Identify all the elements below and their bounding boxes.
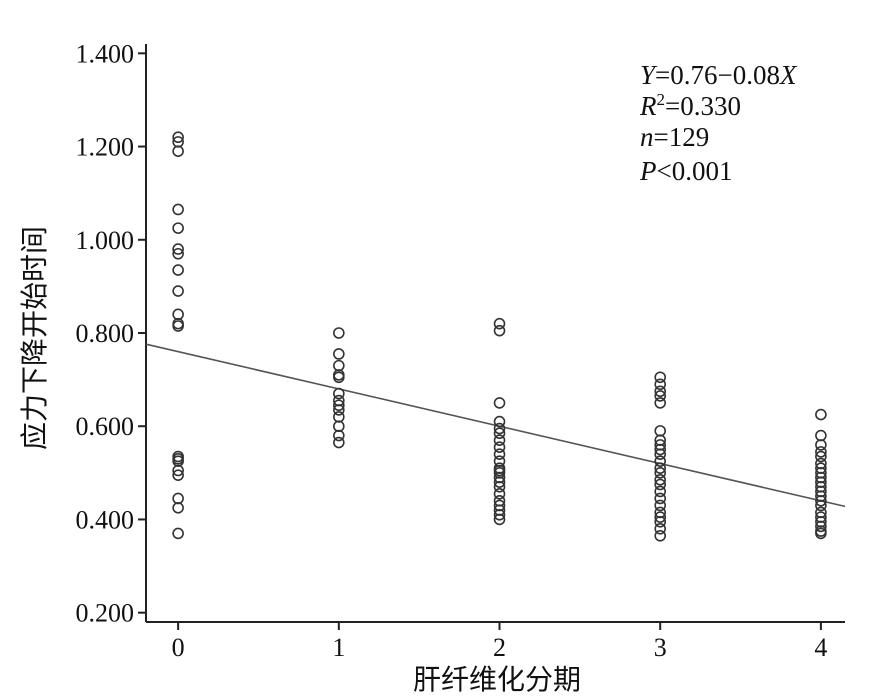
data-point (654, 385, 667, 398)
data-point (654, 390, 667, 402)
x-tick-label: 4 (814, 633, 827, 662)
data-point (172, 501, 184, 514)
data-point (815, 450, 827, 463)
data-point (333, 387, 345, 400)
y-tick-label: 0.200 (76, 599, 135, 628)
x-axis-title: 肝纤维化分期 (413, 663, 581, 696)
y-axis-title: 应力下降开始时间 (18, 226, 51, 450)
data-point (493, 317, 506, 330)
x-ticks: 0 1 2 3 4 (172, 622, 827, 662)
data-point (172, 320, 184, 332)
data-point (493, 415, 506, 428)
data-point (493, 508, 506, 521)
data-point (333, 327, 345, 339)
y-tick-label: 0.800 (76, 319, 135, 348)
data-point (493, 427, 506, 440)
data-point (654, 425, 667, 437)
data-point (815, 446, 827, 458)
data-point (654, 529, 667, 542)
data-point (654, 448, 667, 460)
data-point (654, 511, 667, 523)
data-point (172, 145, 184, 158)
data-point (493, 324, 506, 337)
data-point (172, 469, 184, 481)
data-point (815, 499, 827, 512)
data-point (172, 247, 184, 260)
data-point (654, 485, 667, 498)
x-tick-label: 1 (332, 633, 345, 662)
data-point (493, 448, 506, 460)
data-point (815, 429, 827, 442)
y-tick-label: 1.200 (76, 133, 135, 162)
data-point (493, 476, 506, 488)
data-point (654, 397, 667, 409)
sample-size: n=129 (640, 122, 709, 152)
data-point (493, 481, 506, 493)
y-tick-label: 1.000 (76, 226, 135, 255)
x-tick-label: 0 (172, 633, 185, 662)
data-point (333, 429, 345, 442)
data-point (172, 527, 184, 540)
y-tick-label: 1.400 (76, 39, 135, 68)
data-point (172, 464, 184, 477)
y-ticks: 0.200 0.400 0.600 0.800 1.000 1.200 1.400 (76, 39, 146, 628)
data-point (654, 467, 667, 479)
data-point (654, 515, 667, 528)
data-point (815, 527, 827, 540)
data-point (815, 495, 827, 507)
data-point (333, 399, 345, 412)
p-value: P<0.001 (639, 156, 732, 186)
data-point (333, 404, 345, 416)
data-point (493, 513, 506, 526)
data-point (333, 411, 345, 423)
regression-equation: Y=0.76−0.08X (640, 60, 798, 90)
y-tick-label: 0.600 (76, 412, 135, 441)
r-squared: R2=0.330 (639, 90, 741, 121)
data-point (172, 243, 184, 255)
x-tick-label: 3 (654, 633, 667, 662)
statistics-annotation: Y=0.76−0.08X R2=0.330 n=129 P<0.001 (639, 60, 798, 186)
data-point (815, 439, 827, 451)
data-point (493, 441, 506, 454)
data-point (654, 492, 667, 505)
data-point (654, 474, 667, 486)
data-point (654, 462, 667, 474)
data-point (333, 348, 345, 360)
data-point (815, 408, 827, 421)
data-point (654, 522, 667, 535)
data-point (172, 308, 184, 321)
data-point (333, 436, 345, 449)
data-point (172, 492, 184, 505)
data-point (172, 131, 184, 144)
data-point (172, 203, 184, 216)
data-point (654, 499, 667, 512)
data-point (172, 222, 184, 234)
data-point (493, 397, 506, 409)
data-point (333, 371, 345, 384)
data-point (654, 443, 667, 456)
data-point (654, 478, 667, 491)
data-point (654, 371, 667, 384)
y-tick-label: 0.400 (76, 505, 135, 534)
data-point (333, 359, 345, 372)
data-point (493, 434, 506, 447)
data-point (654, 455, 667, 467)
data-points (172, 131, 827, 542)
data-point (815, 520, 827, 533)
data-point (493, 422, 506, 435)
data-point (654, 378, 667, 391)
x-tick-label: 2 (493, 633, 506, 662)
data-point (493, 488, 506, 500)
data-point (172, 285, 184, 297)
data-point (333, 420, 345, 433)
data-point (172, 264, 184, 276)
